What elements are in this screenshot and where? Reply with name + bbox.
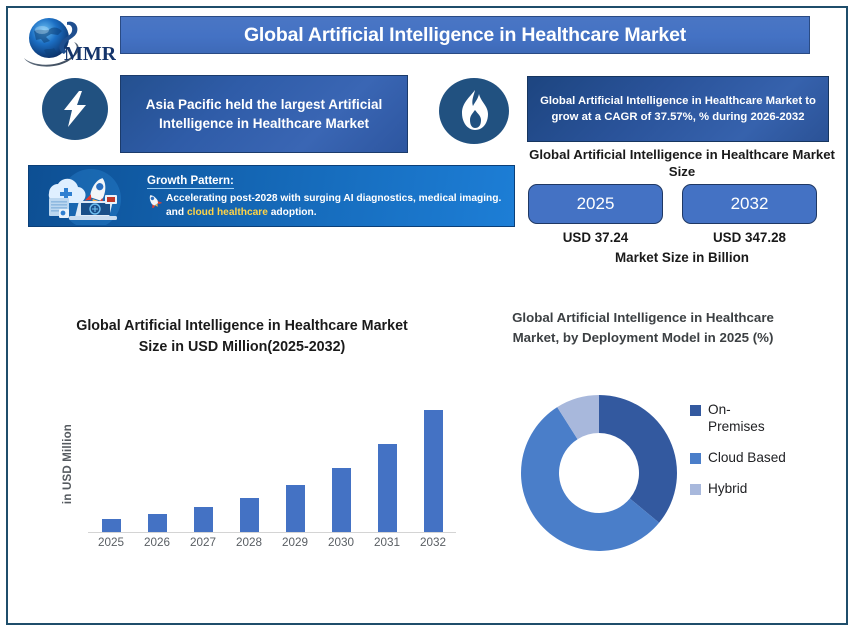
bar-column — [365, 443, 409, 532]
donut-slice — [557, 395, 599, 440]
globe-icon: MMR — [24, 18, 116, 67]
bar-chart-x-tick: 2032 — [419, 536, 446, 549]
forecast-year-pill[interactable]: 2032 — [682, 184, 817, 224]
growth-pattern-heading: Growth Pattern: — [147, 175, 234, 189]
rocket-icon — [149, 195, 162, 208]
legend-label: On- Premises — [708, 402, 765, 434]
donut-chart-graphic — [521, 395, 677, 551]
bar-chart-x-tick: 2025 — [97, 536, 124, 549]
growth-pattern-banner: Growth Pattern: Accelerating post-2028 w… — [28, 165, 515, 227]
svg-text:MMR: MMR — [64, 43, 116, 65]
legend-swatch-icon — [690, 483, 701, 495]
bar — [423, 410, 443, 532]
growth-body-part-1: Accelerating post-2028 with surging AI d… — [166, 193, 502, 218]
lightning-bolt-icon — [64, 91, 86, 127]
base-year-value: USD 37.24 — [562, 230, 629, 245]
market-size-title: Global Artificial Intelligence in Health… — [529, 147, 835, 180]
page-title: Global Artificial Intelligence in Health… — [243, 23, 687, 46]
donut-chart-legend: On- Premises Cloud Based Hybrid — [690, 402, 850, 511]
bar-chart-y-axis-label: in USD Million — [62, 423, 74, 505]
donut-chart-panel: Global Artificial Intelligence in Health… — [500, 304, 850, 570]
bar-column — [89, 518, 133, 532]
bar-chart-x-tick: 2028 — [235, 536, 262, 549]
legend-label: Hybrid — [708, 480, 748, 496]
bar-chart-x-axis: 2025 2026 2027 2028 2029 2030 2031 2032 — [88, 536, 456, 549]
market-size-unit: Market Size in Billion — [615, 250, 749, 265]
base-year-pill[interactable]: 2025 — [528, 184, 663, 224]
bar-chart-x-tick: 2029 — [281, 536, 308, 549]
bar-chart-title: Global Artificial Intelligence in Health… — [76, 318, 408, 356]
bar — [147, 514, 167, 532]
growth-body-part-2: adoption. — [267, 206, 317, 218]
bar-chart-x-tick: 2026 — [143, 536, 170, 549]
cagr-highlight-box: Global Artificial Intelligence in Health… — [527, 76, 829, 142]
bar-chart-x-tick: 2031 — [373, 536, 400, 549]
cloud-rocket-laptop-illustration — [48, 169, 121, 225]
bar-column — [227, 498, 271, 532]
forecast-year-value: USD 347.28 — [713, 230, 786, 245]
growth-pattern-body: Accelerating post-2028 with surging AI d… — [166, 192, 510, 220]
page-title-bar: Global Artificial Intelligence in Health… — [120, 16, 810, 54]
legend-swatch-icon — [690, 452, 701, 464]
bar-column — [181, 507, 225, 532]
bar — [193, 507, 213, 532]
bar-column — [135, 514, 179, 532]
legend-swatch-icon — [690, 405, 701, 416]
bar — [101, 518, 121, 532]
base-year-label: 2025 — [576, 194, 615, 213]
bar-chart-plot-area — [88, 400, 456, 533]
forecast-year-label: 2032 — [730, 194, 769, 213]
mmr-logo: MMR — [20, 14, 116, 76]
region-highlight-text: Asia Pacific held the largest Artificial… — [145, 96, 383, 131]
bar — [331, 467, 351, 532]
market-size-values: USD 37.24 USD 347.28 — [527, 230, 837, 248]
lightning-badge — [42, 78, 108, 140]
bar-chart-x-tick: 2030 — [327, 536, 354, 549]
bar — [377, 443, 397, 532]
bar-column — [411, 410, 455, 532]
legend-label: Cloud Based — [708, 449, 786, 465]
flame-icon — [462, 90, 488, 130]
bar-chart-panel: Global Artificial Intelligence in Health… — [30, 308, 470, 570]
legend-item[interactable]: On- Premises — [690, 402, 850, 436]
donut-slice — [521, 407, 660, 551]
market-size-pills: 2025 2032 — [527, 184, 837, 224]
bar-column — [319, 467, 363, 532]
legend-item[interactable]: Cloud Based — [690, 450, 850, 467]
bar-column — [273, 485, 317, 532]
donut-chart-title: Global Artificial Intelligence in Health… — [512, 310, 774, 345]
growth-body-highlight: cloud healthcare — [186, 206, 268, 218]
cagr-highlight-text: Global Artificial Intelligence in Health… — [540, 94, 816, 123]
bar — [285, 485, 305, 532]
infographic-frame: MMR Global Artificial Intelligence in He… — [6, 6, 848, 625]
region-highlight-box: Asia Pacific held the largest Artificial… — [120, 75, 408, 153]
flame-badge — [439, 78, 509, 144]
legend-item[interactable]: Hybrid — [690, 481, 850, 498]
bar-chart-x-tick: 2027 — [189, 536, 216, 549]
bar — [239, 498, 259, 532]
donut-slice — [599, 395, 677, 523]
